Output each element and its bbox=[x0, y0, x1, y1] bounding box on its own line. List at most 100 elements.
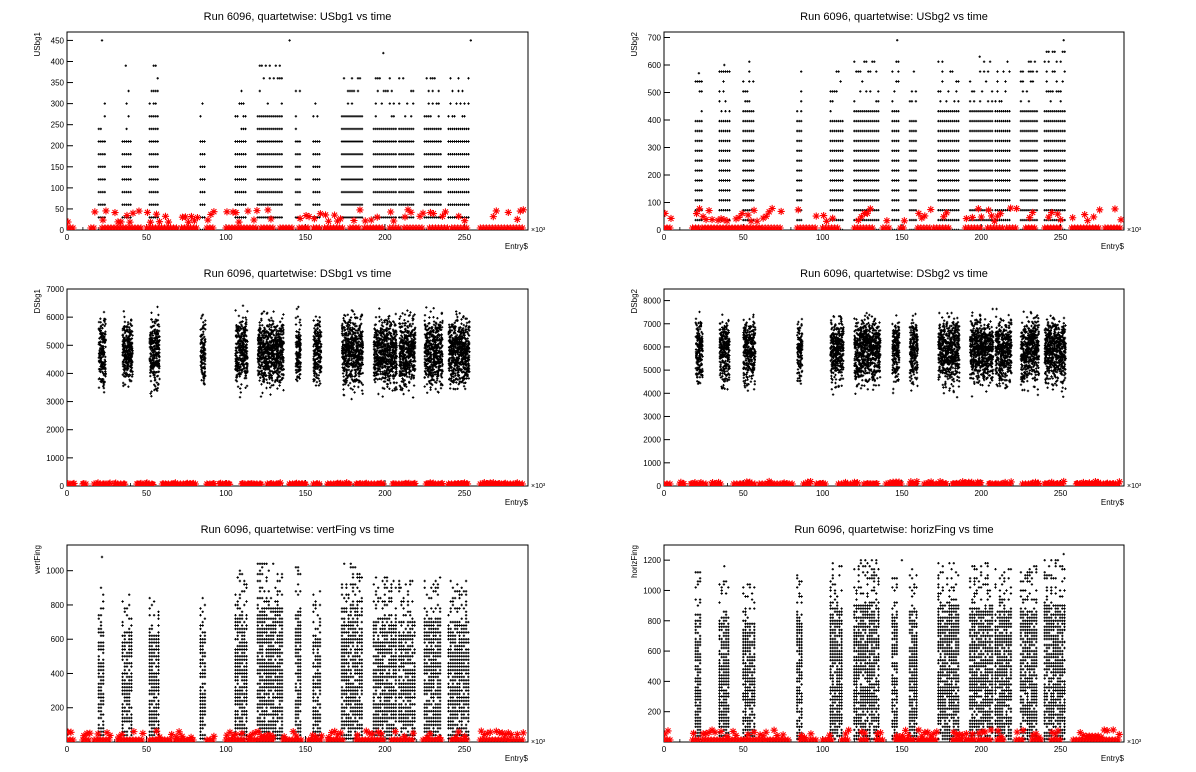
x-tick-label: 150 bbox=[299, 745, 313, 754]
plot-area bbox=[67, 304, 526, 486]
y-tick-label: 4000 bbox=[46, 369, 64, 378]
black-series-points bbox=[694, 39, 1066, 230]
chart-title: Run 6096, quartetwise: USbg1 vs time bbox=[204, 11, 392, 23]
y-tick-label: 400 bbox=[51, 669, 65, 678]
y-tick-label: 800 bbox=[51, 601, 65, 610]
x-tick-label: 250 bbox=[458, 489, 472, 498]
chart-title: Run 6096, quartetwise: DSbg2 vs time bbox=[800, 268, 988, 280]
x-tick-label: 100 bbox=[816, 233, 830, 242]
y-tick-label: 6000 bbox=[643, 343, 661, 352]
y-tick-label: 150 bbox=[51, 163, 65, 172]
y-tick-label: 450 bbox=[51, 36, 65, 45]
y-tick-label: 2000 bbox=[46, 426, 64, 435]
x-tick-label: 0 bbox=[65, 489, 70, 498]
x-tick-label: 50 bbox=[739, 489, 748, 498]
y-tick-label: 200 bbox=[51, 142, 65, 151]
plot-area bbox=[664, 552, 1123, 742]
plot-frame bbox=[66, 288, 529, 487]
x-tick-label: 200 bbox=[378, 745, 392, 754]
y-tick-label: 0 bbox=[60, 482, 65, 491]
x-tick-label: 100 bbox=[816, 745, 830, 754]
x-tick-label: 50 bbox=[739, 233, 748, 242]
black-series-points bbox=[694, 307, 1067, 399]
plot-area bbox=[67, 555, 527, 742]
x-tick-label: 200 bbox=[975, 745, 989, 754]
y-tick-label: 7000 bbox=[643, 320, 661, 329]
y-tick-label: 1000 bbox=[46, 454, 64, 463]
x-axis-label: Entry$ bbox=[505, 754, 529, 763]
chart-title: Run 6096, quartetwise: vertFing vs time bbox=[201, 524, 395, 536]
x-tick-label: 150 bbox=[895, 233, 909, 242]
x-tick-label: 250 bbox=[458, 745, 472, 754]
plot-area bbox=[67, 39, 527, 230]
y-tick-label: 1000 bbox=[643, 459, 661, 468]
y-tick-label: 6000 bbox=[46, 313, 64, 322]
y-axis-label: vertFing bbox=[33, 545, 42, 574]
x-tick-label: 150 bbox=[895, 489, 909, 498]
x-exponent-label: ×10³ bbox=[1127, 739, 1142, 746]
x-tick-label: 150 bbox=[299, 233, 313, 242]
x-axis-label: Entry$ bbox=[1101, 498, 1125, 507]
x-exponent-label: ×10³ bbox=[1127, 483, 1142, 490]
y-tick-label: 200 bbox=[648, 171, 662, 180]
chart-title: Run 6096, quartetwise: horizFing vs time bbox=[794, 524, 993, 536]
y-tick-label: 300 bbox=[648, 144, 662, 153]
plot-frame bbox=[663, 544, 1125, 743]
x-tick-label: 0 bbox=[662, 489, 667, 498]
x-tick-label: 200 bbox=[378, 233, 392, 242]
chart-panel-5: Run 6096, quartetwise: vertFing vs time 0… bbox=[33, 524, 546, 763]
y-tick-label: 400 bbox=[648, 677, 662, 686]
x-exponent-label: ×10³ bbox=[531, 227, 546, 234]
x-tick-label: 0 bbox=[65, 745, 70, 754]
x-tick-label: 50 bbox=[739, 745, 748, 754]
y-tick-label: 700 bbox=[648, 34, 662, 43]
y-tick-label: 100 bbox=[51, 184, 65, 193]
x-tick-label: 150 bbox=[299, 489, 313, 498]
y-tick-label: 600 bbox=[51, 635, 65, 644]
black-series-points bbox=[97, 555, 470, 740]
y-tick-label: 3000 bbox=[643, 412, 661, 421]
y-tick-label: 0 bbox=[60, 226, 65, 235]
red-series-points bbox=[67, 479, 526, 486]
y-tick-label: 2000 bbox=[643, 436, 661, 445]
y-tick-label: 1200 bbox=[643, 556, 661, 565]
x-tick-label: 100 bbox=[219, 489, 233, 498]
x-tick-label: 200 bbox=[975, 489, 989, 498]
x-tick-label: 100 bbox=[219, 233, 233, 242]
x-tick-label: 200 bbox=[378, 489, 392, 498]
chart-title: Run 6096, quartetwise: DSbg1 vs time bbox=[204, 268, 392, 280]
y-axis-label: DSbg1 bbox=[33, 288, 42, 313]
red-series-points bbox=[67, 727, 527, 742]
y-tick-label: 0 bbox=[657, 482, 662, 491]
x-tick-label: 0 bbox=[662, 233, 667, 242]
x-exponent-label: ×10³ bbox=[531, 739, 546, 746]
y-tick-label: 0 bbox=[657, 226, 662, 235]
black-series-points bbox=[97, 39, 472, 230]
y-tick-label: 1000 bbox=[643, 586, 661, 595]
x-axis-label: Entry$ bbox=[1101, 754, 1125, 763]
y-tick-label: 350 bbox=[51, 79, 65, 88]
x-tick-label: 250 bbox=[1054, 233, 1068, 242]
x-tick-label: 200 bbox=[975, 233, 989, 242]
x-exponent-label: ×10³ bbox=[531, 483, 546, 490]
x-axis-label: Entry$ bbox=[505, 242, 529, 251]
y-tick-label: 5000 bbox=[643, 366, 661, 375]
y-axis-label: USbg2 bbox=[630, 31, 639, 56]
y-axis-label: USbg1 bbox=[33, 31, 42, 56]
y-tick-label: 7000 bbox=[46, 285, 64, 294]
y-tick-label: 200 bbox=[51, 704, 65, 713]
y-tick-label: 200 bbox=[648, 708, 662, 717]
black-series-points bbox=[97, 304, 471, 401]
y-tick-label: 600 bbox=[648, 61, 662, 70]
x-tick-label: 0 bbox=[662, 745, 667, 754]
y-tick-label: 800 bbox=[648, 617, 662, 626]
y-tick-label: 50 bbox=[55, 205, 64, 214]
x-tick-label: 250 bbox=[458, 233, 472, 242]
y-axis-label: horizFing bbox=[630, 545, 639, 578]
y-tick-label: 4000 bbox=[643, 389, 661, 398]
black-series-points bbox=[694, 552, 1066, 741]
red-series-points bbox=[67, 206, 527, 230]
chart-panel-3: Run 6096, quartetwise: DSbg1 vs time 0 50 1… bbox=[33, 268, 546, 507]
y-tick-label: 600 bbox=[648, 647, 662, 656]
